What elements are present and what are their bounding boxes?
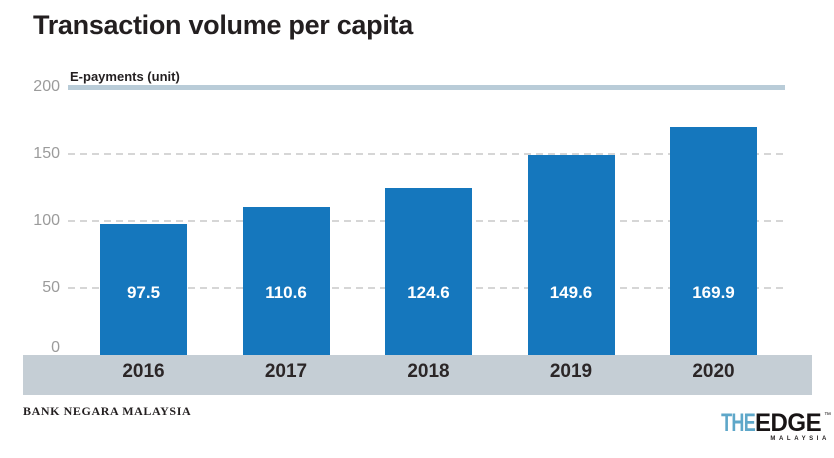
bar-2020: [670, 127, 757, 355]
y-tick-label: 0: [51, 339, 60, 356]
bar-value-label: 149.6: [549, 283, 593, 302]
x-category-label: 2017: [264, 361, 308, 382]
bar-value-label: 169.9: [692, 283, 735, 302]
x-category-label: 2019: [549, 361, 593, 382]
x-category-label: 2016: [122, 361, 165, 382]
logo-the-text: THE: [721, 409, 756, 437]
logo-trademark-icon: ™: [824, 412, 831, 419]
logo-malaysia-text: MALAYSIA: [770, 436, 830, 442]
y-axis-unit-label: E-payments (unit): [70, 69, 180, 84]
bar-2018: [385, 188, 472, 355]
source-attribution: BANK NEGARA MALAYSIA: [23, 404, 192, 418]
y-tick-label: 150: [33, 145, 60, 162]
chart-title: Transaction volume per capita: [33, 10, 413, 40]
bar-2016: [100, 224, 187, 355]
top-axis-line: [68, 85, 785, 90]
bar-value-label: 124.6: [407, 283, 450, 302]
y-tick-label: 100: [33, 212, 60, 229]
y-tick-label: 50: [42, 279, 60, 296]
x-category-label: 2018: [407, 361, 450, 382]
the-edge-logo: THEEDGE ™ MALAYSIA: [708, 411, 831, 443]
x-axis-band: [23, 355, 812, 395]
y-tick-label: 200: [33, 78, 60, 95]
gridline-150: [68, 153, 785, 155]
bar-value-label: 97.5: [126, 283, 161, 302]
logo-edge-text: EDGE: [755, 409, 822, 437]
bar-2019: [527, 154, 615, 355]
bar-value-label: 110.6: [265, 283, 307, 302]
logo-wordmark: THEEDGE ™: [708, 411, 831, 436]
bar-2017: [242, 206, 330, 355]
x-category-label: 2020: [692, 361, 735, 382]
